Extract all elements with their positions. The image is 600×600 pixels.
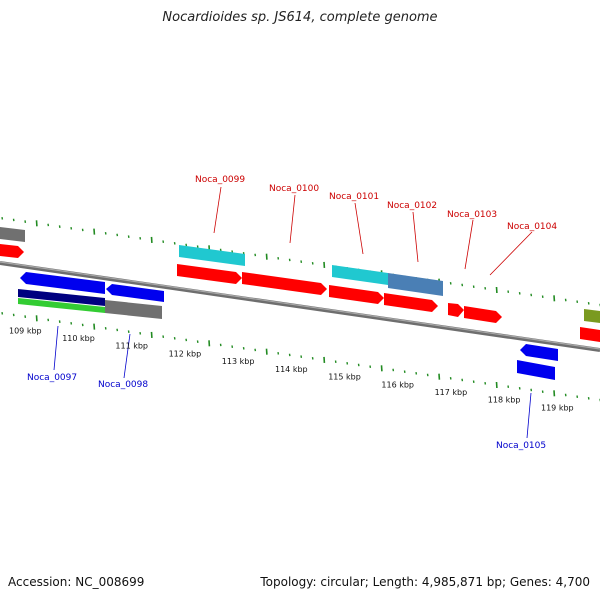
gene-label-noca-0101[interactable]: Noca_0101 xyxy=(329,192,379,202)
feature-steelblue-noca-0102[interactable] xyxy=(388,273,443,296)
feature-gray-lower[interactable] xyxy=(105,300,162,319)
tick-label: 115 kbp xyxy=(328,373,361,382)
cds-noca-0097[interactable] xyxy=(20,272,105,294)
cds-noca-0103[interactable] xyxy=(448,303,464,317)
label-leaders-top xyxy=(213,186,533,276)
cds-noca-0098[interactable] xyxy=(106,284,164,302)
gene-label-noca-0104[interactable]: Noca_0104 xyxy=(507,222,557,232)
tick-label: 117 kbp xyxy=(435,388,468,397)
feature-cyan-noca-0099[interactable] xyxy=(179,245,245,266)
tick-label: 111 kbp xyxy=(115,342,148,351)
gene-label-noca-0100[interactable]: Noca_0100 xyxy=(269,184,319,194)
lower-tick-track xyxy=(1,311,600,402)
cds-noca-0101[interactable] xyxy=(329,285,384,304)
tick-label: 110 kbp xyxy=(62,334,95,343)
cds-noca-0102[interactable] xyxy=(384,293,438,312)
tick-label: 113 kbp xyxy=(222,357,255,366)
cds-noca-0105-a[interactable] xyxy=(520,344,558,361)
gene-label-noca-0098[interactable]: Noca_0098 xyxy=(98,380,148,390)
cds-forward-right[interactable] xyxy=(580,327,600,342)
tick-labels: 109 kbp 110 kbp 111 kbp 112 kbp 113 kbp 114 k… xyxy=(9,326,574,412)
tick-label: 118 kbp xyxy=(488,396,521,405)
feature-olive-right[interactable] xyxy=(584,309,600,323)
cds-noca-0099[interactable] xyxy=(177,264,242,284)
cds-noca-0104[interactable] xyxy=(464,306,502,323)
feature-cyan-noca-0101[interactable] xyxy=(332,265,388,285)
feature-navy[interactable] xyxy=(18,289,105,306)
cds-forward-left[interactable] xyxy=(0,244,24,258)
topology-text: Topology: circular; Length: 4,985,871 bp… xyxy=(260,575,590,589)
tick-label: 116 kbp xyxy=(381,380,414,389)
map-title: Nocardioides sp. JS614, complete genome xyxy=(162,10,438,25)
tick-label: 112 kbp xyxy=(169,349,202,358)
feature-gray-left[interactable] xyxy=(0,227,25,242)
gene-label-noca-0097[interactable]: Noca_0097 xyxy=(27,373,77,383)
gene-label-noca-0105[interactable]: Noca_0105 xyxy=(496,441,546,451)
cds-noca-0105-b[interactable] xyxy=(517,360,555,380)
feature-green[interactable] xyxy=(18,298,105,313)
tick-label: 114 kbp xyxy=(275,365,308,374)
cds-noca-0100[interactable] xyxy=(242,272,327,295)
gene-label-noca-0102[interactable]: Noca_0102 xyxy=(387,201,437,211)
tick-label: 109 kbp xyxy=(9,326,42,335)
label-leaders-bottom xyxy=(53,325,532,439)
accession-text: Accession: NC_008699 xyxy=(8,575,145,589)
tick-label: 119 kbp xyxy=(541,403,574,412)
genome-backbone xyxy=(0,261,600,352)
gene-label-noca-0099[interactable]: Noca_0099 xyxy=(195,175,245,185)
gene-label-noca-0103[interactable]: Noca_0103 xyxy=(447,210,497,220)
